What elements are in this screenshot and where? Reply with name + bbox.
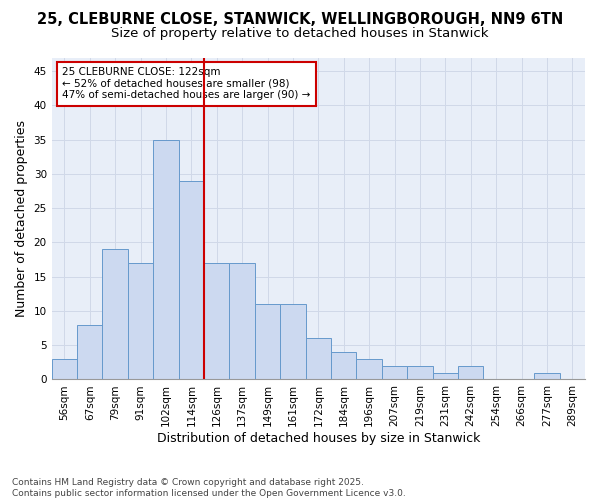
- Text: Contains HM Land Registry data © Crown copyright and database right 2025.
Contai: Contains HM Land Registry data © Crown c…: [12, 478, 406, 498]
- Bar: [229, 263, 255, 380]
- Bar: [128, 263, 153, 380]
- Bar: [153, 140, 179, 380]
- Bar: [331, 352, 356, 380]
- Bar: [204, 263, 229, 380]
- Bar: [407, 366, 433, 380]
- Bar: [534, 372, 560, 380]
- Bar: [433, 372, 458, 380]
- Text: Size of property relative to detached houses in Stanwick: Size of property relative to detached ho…: [111, 28, 489, 40]
- Bar: [103, 250, 128, 380]
- Y-axis label: Number of detached properties: Number of detached properties: [15, 120, 28, 317]
- Bar: [52, 359, 77, 380]
- Bar: [382, 366, 407, 380]
- Bar: [356, 359, 382, 380]
- Bar: [280, 304, 305, 380]
- X-axis label: Distribution of detached houses by size in Stanwick: Distribution of detached houses by size …: [157, 432, 480, 445]
- Text: 25 CLEBURNE CLOSE: 122sqm
← 52% of detached houses are smaller (98)
47% of semi-: 25 CLEBURNE CLOSE: 122sqm ← 52% of detac…: [62, 67, 311, 100]
- Bar: [255, 304, 280, 380]
- Bar: [179, 181, 204, 380]
- Bar: [458, 366, 484, 380]
- Bar: [305, 338, 331, 380]
- Text: 25, CLEBURNE CLOSE, STANWICK, WELLINGBOROUGH, NN9 6TN: 25, CLEBURNE CLOSE, STANWICK, WELLINGBOR…: [37, 12, 563, 28]
- Bar: [77, 324, 103, 380]
